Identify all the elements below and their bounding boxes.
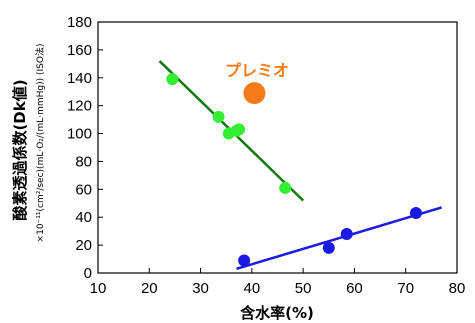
y-tick-label: 140: [67, 70, 92, 87]
x-tick-label: 60: [346, 280, 363, 297]
axes: [97, 21, 458, 274]
y-tick-label: 20: [75, 237, 92, 254]
data-point: [340, 227, 353, 240]
series-1: [236, 206, 442, 271]
x-axis-label: 含水率(%): [240, 304, 314, 322]
x-tick-label: 80: [449, 280, 466, 297]
series-group: [158, 60, 442, 271]
data-point: [279, 181, 292, 194]
trend-line: [236, 206, 442, 271]
data-point: [322, 241, 335, 254]
y-axis-sublabel: ×10⁻¹¹(cm²/sec)(mL·O₂/(mL·mmHg)) (ISO法): [34, 44, 46, 243]
tick-labels: 10 20 30 40 50 60 70 80 0 20 40 60 80 100 120 140 160 180: [67, 14, 465, 297]
x-tick-label: 70: [397, 280, 414, 297]
data-point: [238, 254, 251, 267]
x-tick-label: 50: [295, 280, 312, 297]
y-tick-label: 100: [67, 126, 92, 143]
x-tick-label: 30: [192, 280, 209, 297]
series-2: [243, 82, 266, 105]
y-tick-label: 80: [75, 153, 92, 170]
y-axis-label: 酸素透過係数(Dk値): [11, 79, 29, 220]
y-tick-label: 160: [67, 42, 92, 59]
x-tick-label: 20: [141, 280, 158, 297]
y-tick-label: 120: [67, 98, 92, 115]
y-tick-label: 40: [75, 209, 92, 226]
y-tick-label: 0: [84, 265, 92, 282]
x-tick-label: 10: [90, 280, 107, 297]
y-tick-label: 180: [67, 14, 92, 31]
series-0: [158, 60, 305, 202]
data-point: [166, 73, 179, 86]
annotation-premio: プレミオ: [225, 61, 289, 80]
data-point: [212, 110, 225, 123]
plot-frame: [97, 21, 458, 274]
data-point: [233, 123, 246, 136]
y-tick-label: 60: [75, 181, 92, 198]
data-point: [243, 82, 266, 105]
x-tick-label: 40: [244, 280, 261, 297]
data-point: [409, 207, 422, 220]
